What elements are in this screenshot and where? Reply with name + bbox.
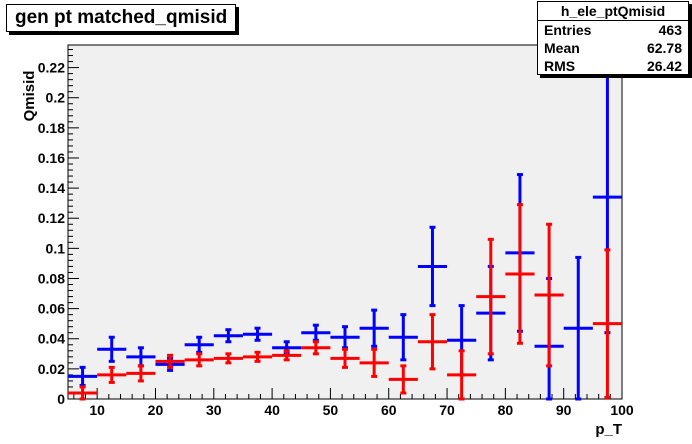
y-tick-label: 0.2	[46, 90, 66, 106]
x-tick-label: 60	[381, 402, 397, 418]
data-point	[359, 347, 389, 378]
axis-ticks: 10 20 30 40 50 60 70 80 90 100 0 0.02 0.04 0.06 0.08 0.…	[38, 49, 634, 418]
data-point	[272, 349, 302, 362]
x-tick-label: 80	[498, 402, 514, 418]
data-point	[155, 353, 185, 369]
stats-box-name: h_ele_ptQmisid	[538, 2, 688, 21]
data-point	[330, 325, 360, 350]
data-point	[242, 350, 273, 363]
y-tick-label: 0.04	[38, 331, 65, 347]
y-axis-label: Qmisid	[21, 71, 38, 122]
stats-rms-label: RMS	[544, 58, 576, 74]
y-tick-label: 0.1	[46, 240, 66, 256]
data-point	[126, 364, 156, 383]
data-point	[97, 335, 127, 363]
y-tick-label: 0.18	[38, 120, 65, 136]
x-tick-label: 30	[206, 402, 222, 418]
x-tick-label: 10	[89, 402, 105, 418]
x-axis-label: p_T	[595, 421, 622, 438]
data-point	[592, 248, 622, 399]
data-point	[359, 308, 389, 348]
x-tick-label: 90	[556, 402, 572, 418]
stats-rms-row: RMS 26.42	[538, 57, 688, 75]
data-point	[184, 335, 214, 354]
data-point	[505, 203, 535, 345]
data-point	[534, 222, 564, 368]
y-tick-label: 0.06	[38, 301, 65, 317]
stats-entries-label: Entries	[544, 22, 592, 38]
data-point	[184, 352, 214, 368]
series-2	[68, 203, 622, 401]
data-point	[388, 364, 418, 395]
data-point	[330, 347, 360, 369]
stats-mean-row: Mean 62.78	[538, 39, 688, 57]
series-layer	[68, 60, 622, 401]
y-tick-label: 0.08	[38, 270, 65, 286]
x-tick-label: 100	[610, 402, 634, 418]
data-point	[213, 352, 243, 365]
data-point	[563, 255, 593, 401]
chart-title: gen pt matched_qmisid	[6, 4, 237, 32]
stats-mean-value: 62.78	[646, 40, 682, 56]
x-tick-label: 20	[148, 402, 164, 418]
data-point	[97, 365, 127, 384]
y-tick-label: 0.22	[38, 60, 65, 76]
x-tick-label: 70	[439, 402, 455, 418]
y-tick-label: 0.12	[38, 210, 65, 226]
x-tick-label: 50	[323, 402, 339, 418]
stats-box: h_ele_ptQmisid Entries 463 Mean 62.78 RM…	[537, 1, 689, 75]
y-tick-label: 0.02	[38, 361, 65, 377]
data-point	[417, 313, 448, 371]
data-point	[68, 365, 98, 387]
x-tick-label: 40	[264, 402, 280, 418]
data-point	[301, 340, 331, 356]
y-tick-label: 0.14	[38, 180, 65, 196]
stats-mean-label: Mean	[544, 40, 580, 56]
stats-entries-row: Entries 463	[538, 21, 688, 39]
y-tick-label: 0	[57, 391, 65, 407]
data-point	[447, 349, 477, 401]
data-point	[388, 313, 418, 362]
stats-entries-value: 463	[658, 22, 682, 38]
data-point	[213, 328, 243, 344]
stats-rms-value: 26.42	[646, 58, 682, 74]
data-point	[417, 225, 448, 308]
data-point	[301, 323, 331, 342]
y-tick-label: 0.16	[38, 150, 65, 166]
data-point	[68, 385, 98, 401]
data-point	[476, 237, 506, 356]
data-point	[242, 326, 273, 342]
